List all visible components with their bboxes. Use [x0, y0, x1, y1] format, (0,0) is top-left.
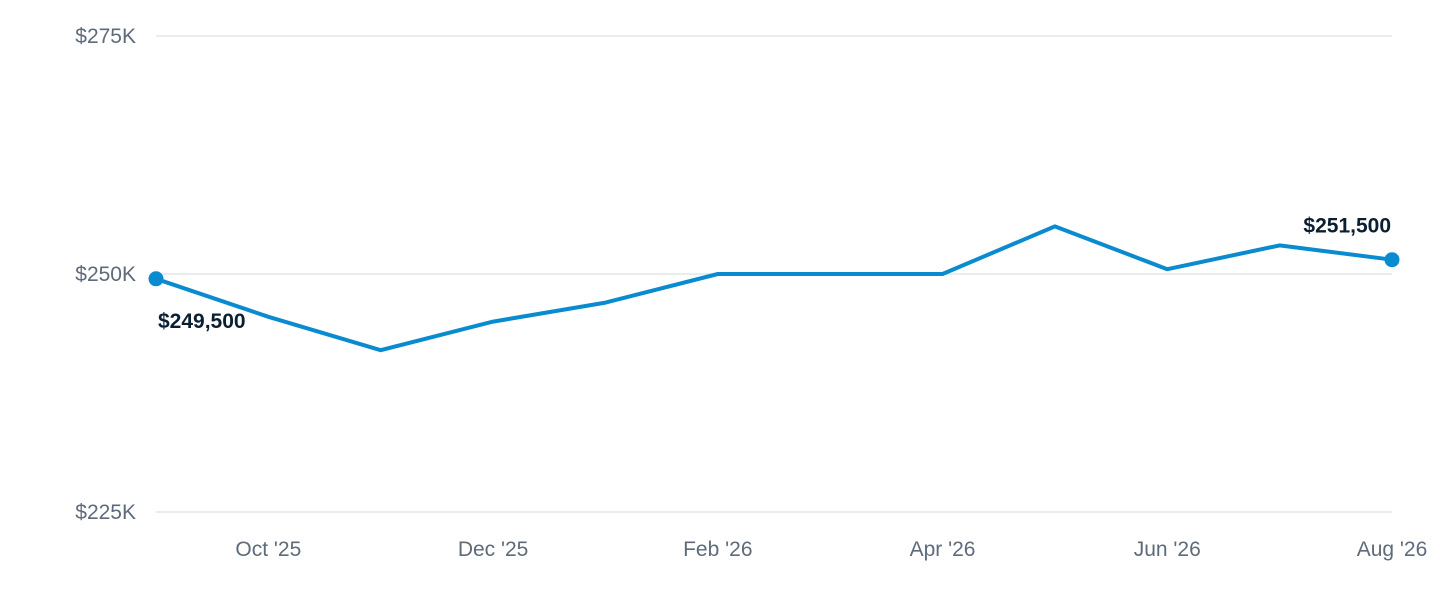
series-line [154, 224, 1394, 353]
data-label: $249,500 [158, 310, 246, 333]
data-point-marker [148, 271, 164, 287]
data-point-marker [1384, 252, 1400, 268]
x-tick-label: Apr '26 [910, 538, 976, 561]
y-tick-label: $275K [75, 25, 136, 48]
data-label: $251,500 [1303, 215, 1391, 238]
x-tick-label: Oct '25 [235, 538, 301, 561]
x-tick-label: Aug '26 [1357, 538, 1428, 561]
x-tick-label: Dec '25 [458, 538, 529, 561]
y-tick-label: $225K [75, 501, 136, 524]
y-tick-label: $250K [75, 263, 136, 286]
x-tick-label: Jun '26 [1134, 538, 1201, 561]
x-tick-label: Feb '26 [683, 538, 752, 561]
